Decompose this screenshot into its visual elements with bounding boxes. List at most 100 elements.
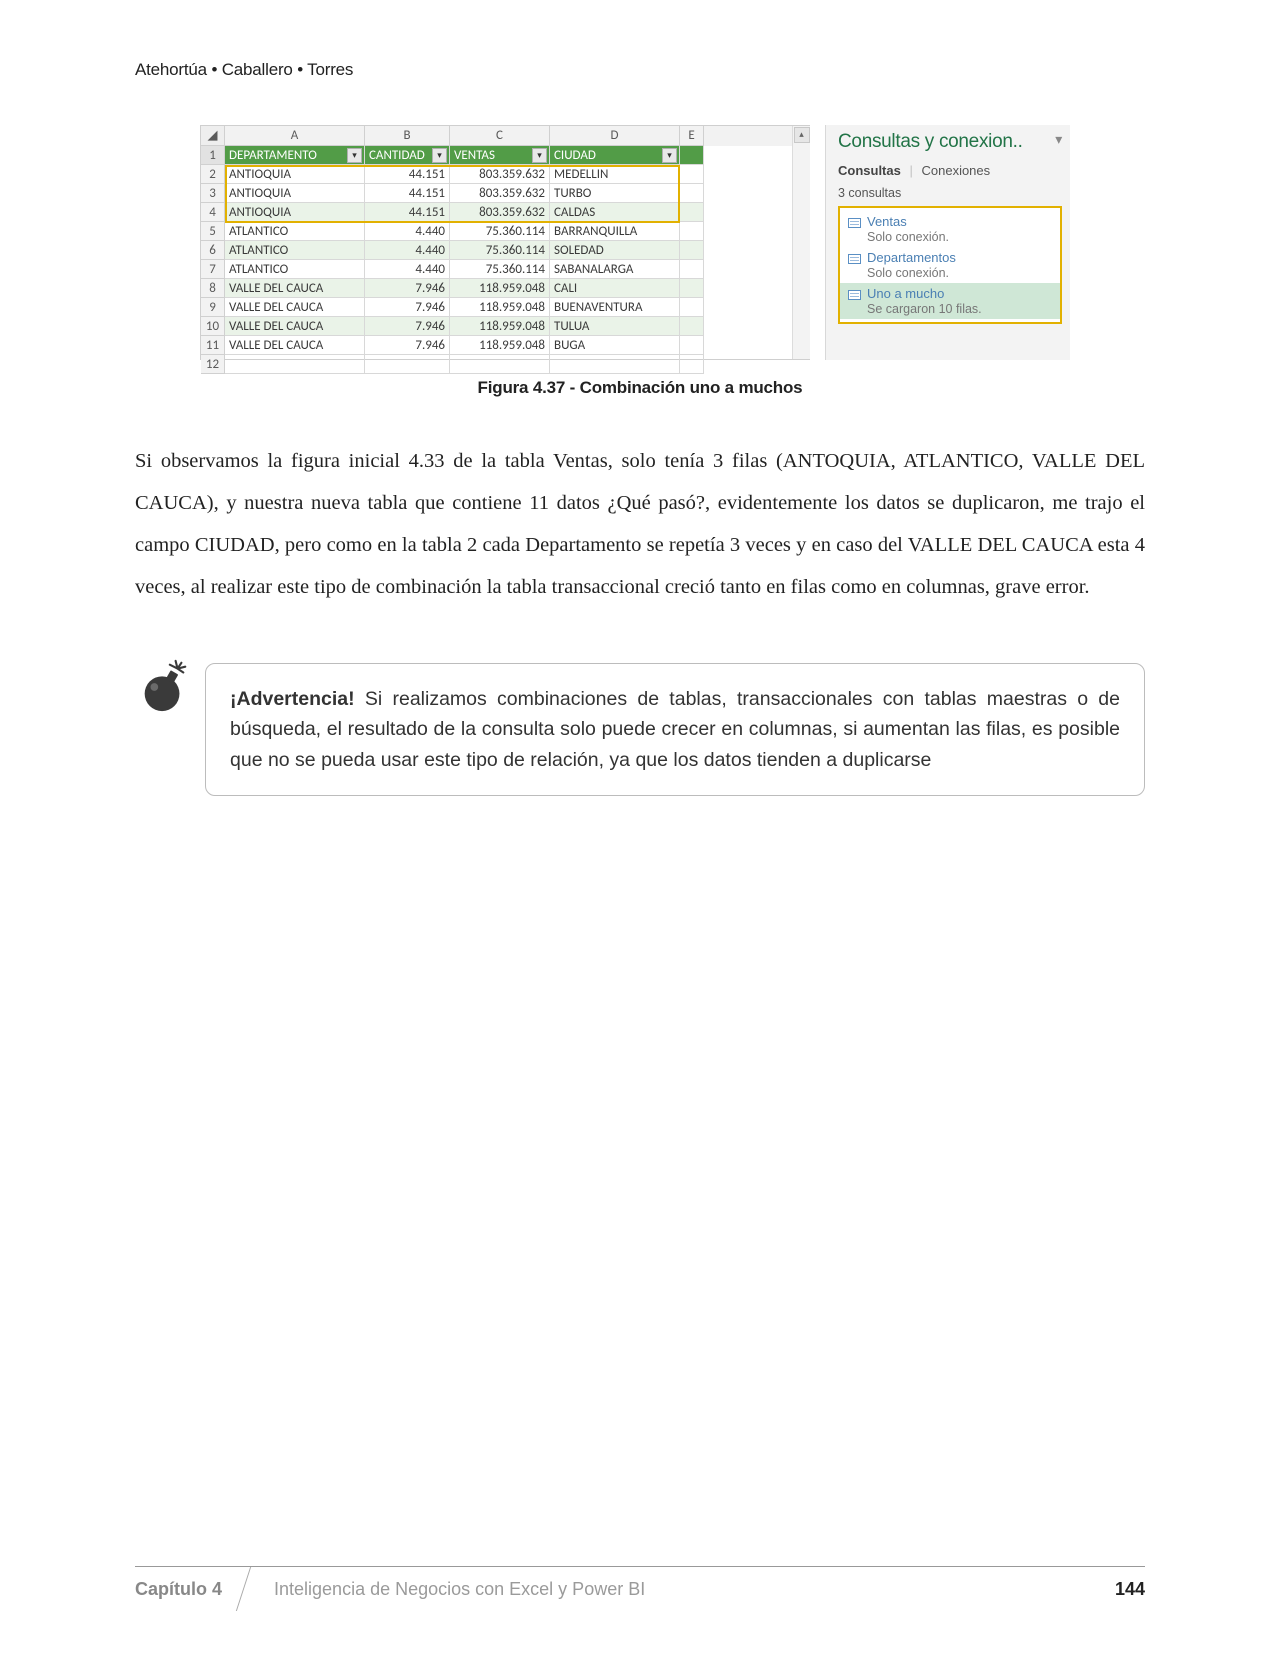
cell-ciudad[interactable]: TURBO xyxy=(550,184,680,203)
cell-departamento[interactable]: ANTIOQUIA xyxy=(225,184,365,203)
cell-departamento[interactable]: ATLANTICO xyxy=(225,222,365,241)
cell-ciudad[interactable]: BARRANQUILLA xyxy=(550,222,680,241)
cell-empty[interactable] xyxy=(365,355,450,374)
filter-dropdown-icon[interactable]: ▾ xyxy=(532,148,547,163)
query-item[interactable]: DepartamentosSolo conexión. xyxy=(840,247,1060,283)
col-letter[interactable]: D xyxy=(550,126,680,146)
cell-ventas[interactable]: 118.959.048 xyxy=(450,317,550,336)
cell-cantidad[interactable]: 7.946 xyxy=(365,317,450,336)
panel-collapse-icon[interactable]: ▾ xyxy=(1055,131,1062,148)
cell-empty[interactable] xyxy=(680,355,704,374)
cell-ciudad[interactable]: MEDELLIN xyxy=(550,165,680,184)
cell-departamento[interactable]: ATLANTICO xyxy=(225,241,365,260)
row-number[interactable]: 11 xyxy=(201,336,225,355)
row-number[interactable]: 3 xyxy=(201,184,225,203)
col-letter[interactable]: C xyxy=(450,126,550,146)
query-item[interactable]: VentasSolo conexión. xyxy=(840,211,1060,247)
cell-ventas[interactable]: 75.360.114 xyxy=(450,241,550,260)
column-header[interactable]: CIUDAD▾ xyxy=(550,146,680,165)
filter-dropdown-icon[interactable]: ▾ xyxy=(432,148,447,163)
cell-cantidad[interactable]: 4.440 xyxy=(365,260,450,279)
cell-empty[interactable] xyxy=(680,298,704,317)
row-number[interactable]: 10 xyxy=(201,317,225,336)
cell-departamento[interactable]: VALLE DEL CAUCA xyxy=(225,279,365,298)
cell-empty[interactable] xyxy=(680,279,704,298)
cell-departamento[interactable]: VALLE DEL CAUCA xyxy=(225,336,365,355)
cell-departamento[interactable]: ANTIOQUIA xyxy=(225,165,365,184)
cell-empty[interactable] xyxy=(680,184,704,203)
col-letter[interactable]: A xyxy=(225,126,365,146)
column-header-label: VENTAS xyxy=(454,148,495,163)
cell-empty[interactable] xyxy=(680,165,704,184)
cell-ciudad[interactable]: CALI xyxy=(550,279,680,298)
vertical-scrollbar[interactable]: ▴ xyxy=(792,126,810,359)
warning-text: Si realizamos combinaciones de tablas, t… xyxy=(230,688,1120,770)
filter-dropdown-icon[interactable]: ▾ xyxy=(347,148,362,163)
cell-empty[interactable] xyxy=(680,336,704,355)
cell-ciudad[interactable]: SABANALARGA xyxy=(550,260,680,279)
cell-empty[interactable] xyxy=(680,203,704,222)
footer-page-number: 144 xyxy=(1115,1579,1145,1600)
col-letter[interactable]: B xyxy=(365,126,450,146)
cell-cantidad[interactable]: 44.151 xyxy=(365,184,450,203)
row-number[interactable]: 4 xyxy=(201,203,225,222)
cell-ciudad[interactable]: BUGA xyxy=(550,336,680,355)
cell-empty[interactable] xyxy=(450,355,550,374)
tab-conexiones[interactable]: Conexiones xyxy=(921,163,990,178)
row-number[interactable]: 6 xyxy=(201,241,225,260)
select-all-corner[interactable]: ◢ xyxy=(201,126,225,146)
cell-departamento[interactable]: VALLE DEL CAUCA xyxy=(225,317,365,336)
row-number[interactable]: 12 xyxy=(201,355,225,374)
cell-departamento[interactable]: VALLE DEL CAUCA xyxy=(225,298,365,317)
column-header-label: CANTIDAD xyxy=(369,148,425,163)
cell-empty[interactable] xyxy=(680,317,704,336)
filter-dropdown-icon[interactable]: ▾ xyxy=(662,148,677,163)
cell-departamento[interactable]: ANTIOQUIA xyxy=(225,203,365,222)
cell-departamento[interactable]: ATLANTICO xyxy=(225,260,365,279)
queries-count: 3 consultas xyxy=(838,186,1062,200)
cell-cantidad[interactable]: 7.946 xyxy=(365,336,450,355)
row-number[interactable]: 2 xyxy=(201,165,225,184)
tab-consultas[interactable]: Consultas xyxy=(838,163,901,178)
cell-ventas[interactable]: 803.359.632 xyxy=(450,203,550,222)
row-number[interactable]: 1 xyxy=(201,146,225,165)
cell-empty[interactable] xyxy=(225,355,365,374)
cell-ciudad[interactable]: CALDAS xyxy=(550,203,680,222)
scroll-up-icon[interactable]: ▴ xyxy=(794,127,810,143)
cell-ventas[interactable]: 75.360.114 xyxy=(450,222,550,241)
cell-ventas[interactable]: 118.959.048 xyxy=(450,336,550,355)
running-head-authors: Atehortúa • Caballero • Torres xyxy=(135,60,1145,80)
row-number[interactable]: 8 xyxy=(201,279,225,298)
cell-ciudad[interactable]: TULUA xyxy=(550,317,680,336)
cell-ventas[interactable]: 803.359.632 xyxy=(450,184,550,203)
cell-cantidad[interactable]: 4.440 xyxy=(365,241,450,260)
cell-cantidad[interactable]: 44.151 xyxy=(365,203,450,222)
row-number[interactable]: 9 xyxy=(201,298,225,317)
cell-cantidad[interactable]: 4.440 xyxy=(365,222,450,241)
cell-empty[interactable] xyxy=(680,260,704,279)
warning-lead: ¡Advertencia! xyxy=(230,688,355,710)
column-header[interactable]: DEPARTAMENTO▾ xyxy=(225,146,365,165)
cell-ciudad[interactable]: BUENAVENTURA xyxy=(550,298,680,317)
cell-cantidad[interactable]: 7.946 xyxy=(365,298,450,317)
cell-empty[interactable] xyxy=(680,146,704,165)
cell-ventas[interactable]: 803.359.632 xyxy=(450,165,550,184)
col-letter[interactable]: E xyxy=(680,126,704,146)
cell-ventas[interactable]: 75.360.114 xyxy=(450,260,550,279)
row-number[interactable]: 7 xyxy=(201,260,225,279)
row-number[interactable]: 5 xyxy=(201,222,225,241)
table-row: 3ANTIOQUIA44.151803.359.632TURBO xyxy=(201,184,809,203)
cell-empty[interactable] xyxy=(680,241,704,260)
column-header[interactable]: VENTAS ▾ xyxy=(450,146,550,165)
cell-ciudad[interactable]: SOLEDAD xyxy=(550,241,680,260)
query-item[interactable]: Uno a muchoSe cargaron 10 filas. xyxy=(840,283,1060,319)
cell-empty[interactable] xyxy=(550,355,680,374)
body-paragraph: Si observamos la figura inicial 4.33 de … xyxy=(135,440,1145,608)
cell-ventas[interactable]: 118.959.048 xyxy=(450,279,550,298)
column-header[interactable]: CANTIDAD ▾ xyxy=(365,146,450,165)
cell-ventas[interactable]: 118.959.048 xyxy=(450,298,550,317)
cell-cantidad[interactable]: 44.151 xyxy=(365,165,450,184)
cell-empty[interactable] xyxy=(680,222,704,241)
table-row: 5ATLANTICO4.44075.360.114BARRANQUILLA xyxy=(201,222,809,241)
cell-cantidad[interactable]: 7.946 xyxy=(365,279,450,298)
